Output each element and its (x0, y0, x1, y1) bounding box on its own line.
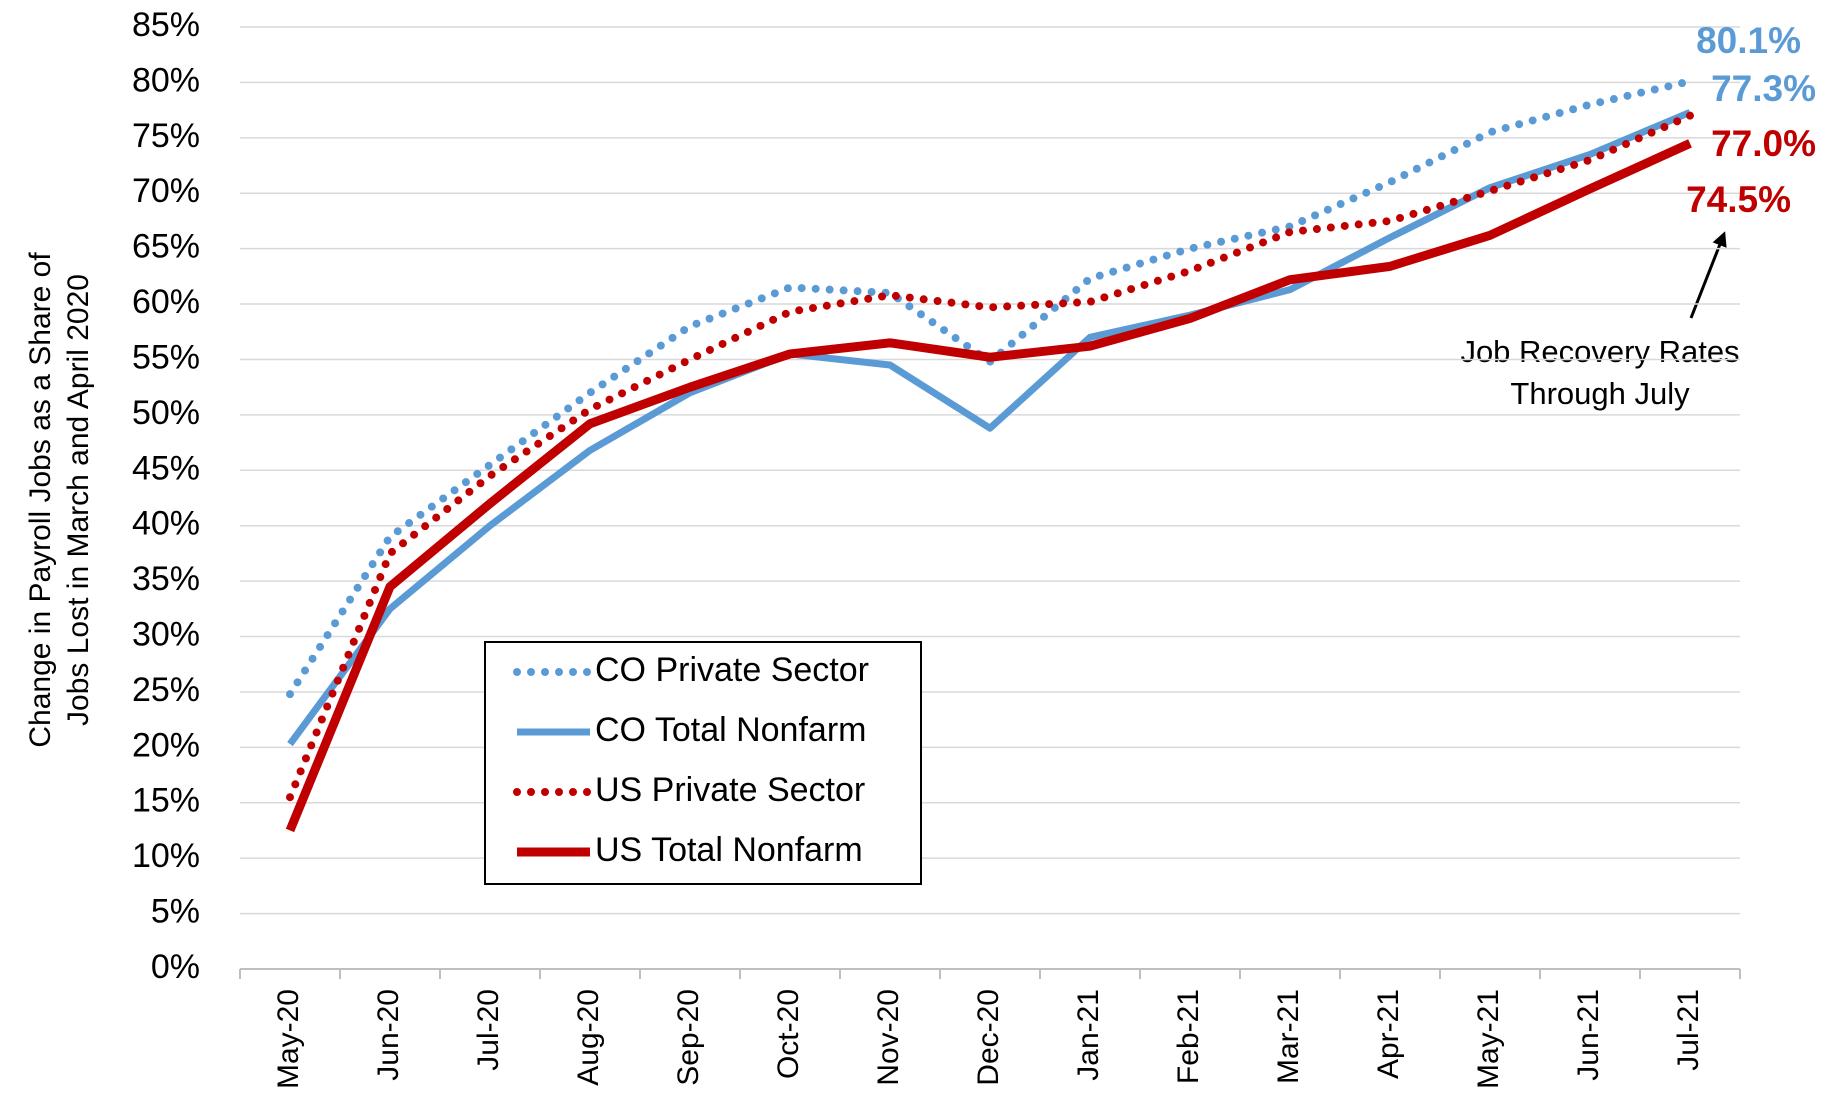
y-tick-label: 40% (132, 505, 200, 543)
y-tick-label: 70% (132, 172, 200, 210)
x-tick-label: Jan-21 (1072, 989, 1105, 1081)
x-tick-label: Sep-20 (672, 989, 705, 1086)
y-tick-label: 80% (132, 61, 200, 99)
y-tick-label: 0% (151, 948, 200, 986)
y-tick-label: 65% (132, 228, 200, 266)
y-axis-label: Jobs Lost in March and April 2020 (62, 274, 95, 726)
legend-label: US Total Nonfarm (595, 831, 863, 869)
y-tick-label: 35% (132, 560, 200, 598)
x-tick-label: Jun-21 (1572, 989, 1605, 1081)
x-tick-label: May-21 (1472, 989, 1505, 1089)
x-tick-label: Feb-21 (1172, 989, 1205, 1084)
annotation-arrow (1689, 231, 1727, 319)
x-tick-label: Jul-21 (1672, 989, 1705, 1071)
x-tick-label: Nov-20 (872, 989, 905, 1086)
x-tick-label: Oct-20 (772, 989, 805, 1079)
data-label: 74.5% (1686, 179, 1791, 220)
data-label: 77.3% (1711, 68, 1816, 109)
series-line (286, 111, 1694, 802)
x-tick-label: May-20 (272, 989, 305, 1089)
y-tick-label: 45% (132, 449, 200, 487)
legend-label: CO Private Sector (595, 651, 869, 689)
y-tick-label: 75% (132, 117, 200, 155)
legend-label: CO Total Nonfarm (595, 711, 866, 749)
y-tick-label: 5% (151, 893, 200, 931)
y-tick-label: 25% (132, 671, 200, 709)
y-axis-label: Change in Payroll Jobs as a Share of (24, 252, 57, 748)
y-tick-label: 85% (132, 6, 200, 44)
annotation: Through July (1510, 376, 1690, 411)
y-tick-label: 60% (132, 283, 200, 321)
data-label: 80.1% (1696, 20, 1801, 61)
y-tick-label: 50% (132, 394, 200, 432)
y-tick-label: 20% (132, 726, 200, 764)
data-label: 77.0% (1711, 123, 1816, 164)
x-tick-label: Mar-21 (1272, 989, 1305, 1084)
series-line (286, 77, 1694, 699)
x-tick-label: Jun-20 (372, 989, 405, 1081)
legend-label: US Private Sector (595, 771, 865, 809)
y-tick-label: 15% (132, 782, 200, 820)
x-tick-label: Dec-20 (972, 989, 1005, 1086)
x-tick-label: Apr-21 (1372, 989, 1405, 1079)
series-line (285, 139, 1692, 833)
y-tick-label: 10% (132, 837, 200, 875)
x-tick-label: Jul-20 (472, 989, 505, 1071)
y-tick-label: 55% (132, 338, 200, 376)
y-tick-label: 30% (132, 616, 200, 654)
x-tick-label: Aug-20 (572, 989, 605, 1086)
annotation: Job Recovery Rates (1460, 334, 1739, 369)
legend-box (484, 641, 922, 885)
